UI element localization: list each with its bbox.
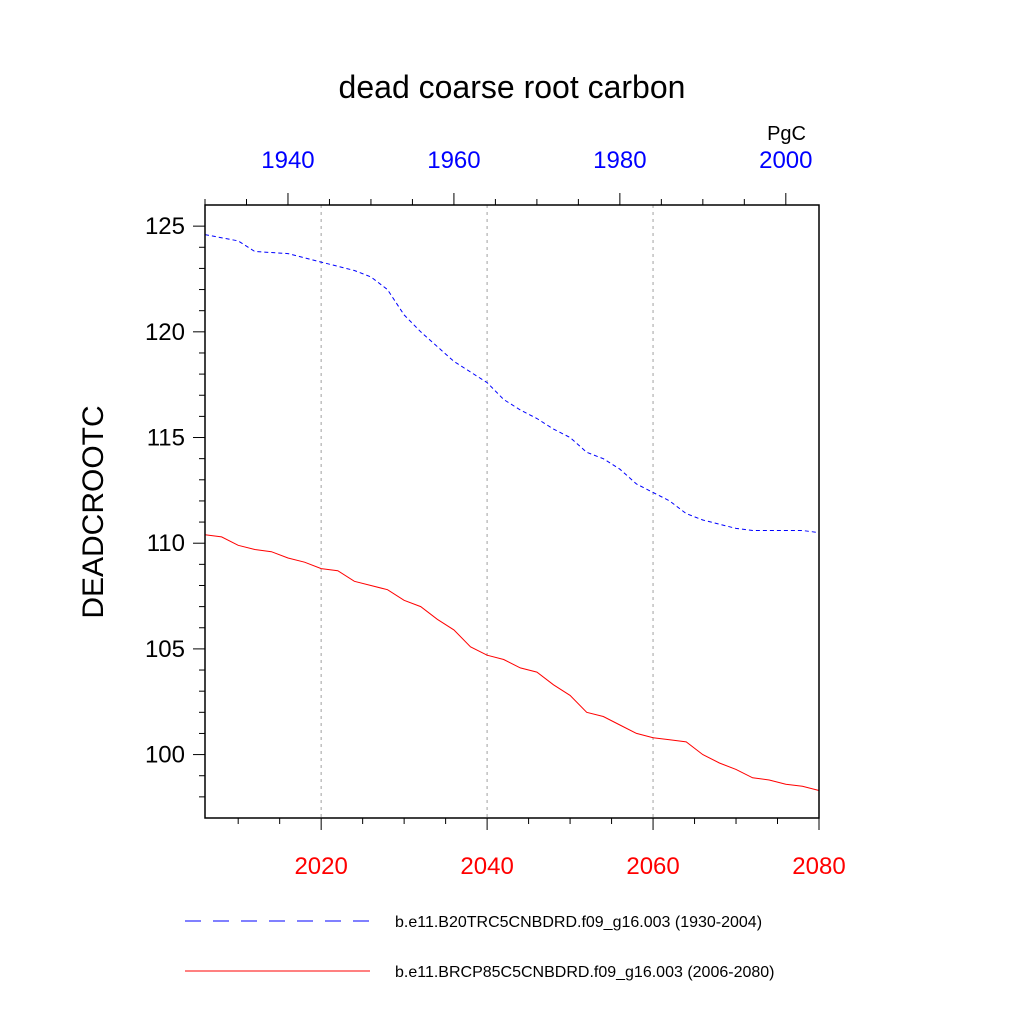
legend-label-0: b.e11.B20TRC5CNBDRD.f09_g16.003 (1930-20… bbox=[395, 914, 762, 931]
chart-title: dead coarse root carbon bbox=[339, 69, 686, 105]
top-tick-label-1960: 1960 bbox=[427, 147, 480, 174]
y-tick-label-110: 110 bbox=[147, 530, 185, 557]
top-tick-label-2000: 2000 bbox=[759, 147, 812, 174]
top-x-axis: 1940 1960 1980 2000 bbox=[204, 147, 813, 205]
bottom-tick-label-2040: 2040 bbox=[460, 853, 513, 880]
y-tick-label-100: 100 bbox=[145, 742, 185, 769]
y-axis: 100 105 110 115 120 125 bbox=[145, 213, 205, 798]
series-line-1 bbox=[204, 534, 820, 791]
top-tick-label-1940: 1940 bbox=[261, 147, 314, 174]
series-lines bbox=[204, 234, 820, 791]
legend: b.e11.B20TRC5CNBDRD.f09_g16.003 (1930-20… bbox=[185, 914, 774, 981]
plot-frame bbox=[204, 204, 820, 819]
series-line-0 bbox=[204, 234, 820, 534]
y-tick-label-105: 105 bbox=[145, 636, 185, 663]
y-tick-label-120: 120 bbox=[145, 319, 185, 346]
top-tick-label-1980: 1980 bbox=[593, 147, 646, 174]
bottom-tick-label-2020: 2020 bbox=[294, 853, 347, 880]
y-axis-label: DEADCROOTC bbox=[77, 405, 110, 618]
bottom-tick-label-2080: 2080 bbox=[792, 853, 845, 880]
legend-label-1: b.e11.BRCP85C5CNBDRD.f09_g16.003 (2006-2… bbox=[395, 964, 774, 981]
grid bbox=[320, 205, 654, 818]
bottom-x-axis: 2020 2040 2060 2080 bbox=[237, 818, 846, 880]
y-tick-label-125: 125 bbox=[145, 213, 185, 240]
units-label: PgC bbox=[767, 123, 806, 145]
bottom-tick-label-2060: 2060 bbox=[626, 853, 679, 880]
y-tick-label-115: 115 bbox=[147, 425, 185, 452]
